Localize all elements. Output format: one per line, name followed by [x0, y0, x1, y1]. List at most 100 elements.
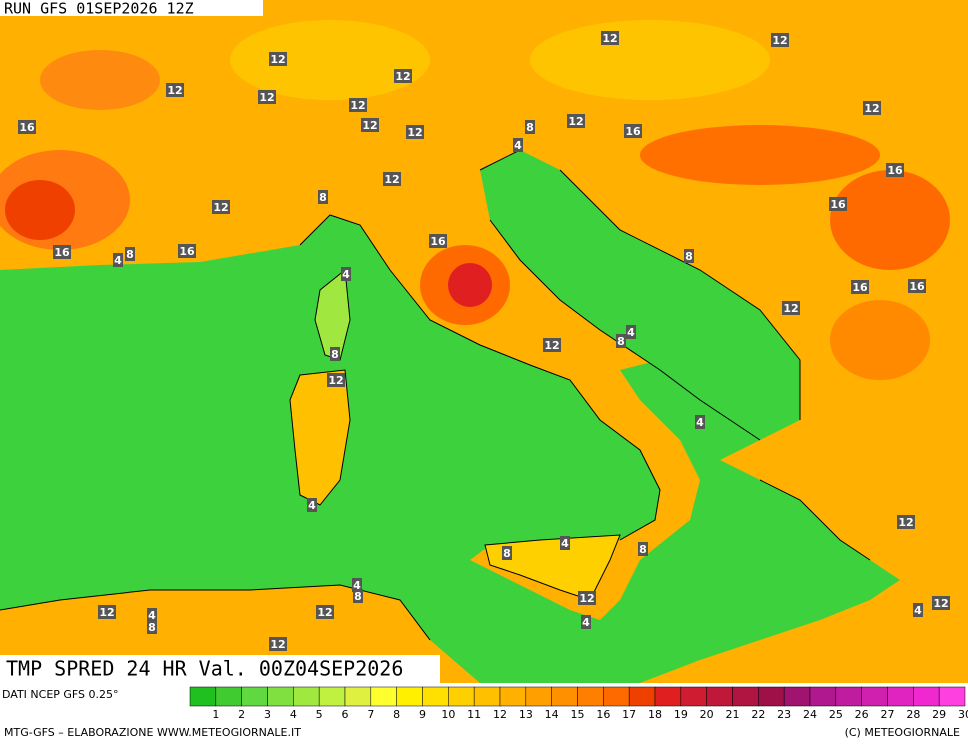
legend-label: 17 [622, 708, 636, 721]
contour-label: 4 [114, 254, 122, 267]
contour-label: 12 [898, 516, 913, 529]
contour-label-box [932, 596, 950, 610]
contour-label-box [98, 605, 116, 619]
contour-label-box [616, 334, 626, 348]
contour-label-box [624, 124, 642, 138]
legend-swatch [473, 686, 501, 707]
contour-label: 12 [933, 597, 948, 610]
run-label: RUN GFS 01SEP2026 12Z [4, 0, 194, 18]
legend-swatch [551, 686, 578, 707]
legend-label: 19 [674, 708, 688, 721]
italy-coast [299, 149, 761, 541]
contour-label: 12 [579, 592, 594, 605]
contour-label: 12 [213, 201, 228, 214]
legend-swatch [499, 686, 527, 707]
legend-swatch [422, 686, 449, 707]
contour-label: 4 [627, 326, 635, 339]
color-legend: 1 2 3 4 5 6 7 8 9 10 11 12 13 14 15 16 17 18 19 20 21 22 23 24 2… [189, 686, 968, 721]
contour-label-box [318, 190, 328, 204]
contour-label-box [383, 172, 401, 186]
contour-label: 12 [270, 53, 285, 66]
contour-label-box [361, 118, 379, 132]
contour-label: 12 [544, 339, 559, 352]
contour-label: 4 [696, 416, 704, 429]
contour-label-box [307, 498, 317, 512]
contour-label: 12 [772, 34, 787, 47]
legend-label: 13 [519, 708, 533, 721]
contour-label-box [269, 637, 287, 651]
contour-label-box [316, 605, 334, 619]
contour-label: 4 [353, 579, 361, 592]
legend-swatch [525, 686, 552, 707]
footer-left: MTG-GFS – ELABORAZIONE WWW.METEOGIORNALE… [4, 726, 301, 739]
legend-label: 30 [958, 708, 968, 721]
contour-label-box [349, 98, 367, 112]
legend-swatch [758, 686, 785, 707]
legend-label: 12 [493, 708, 507, 721]
legend-label: 7 [367, 708, 374, 721]
legend-swatch [706, 686, 733, 707]
contour-label: 8 [331, 348, 339, 361]
legend-swatch [603, 686, 630, 707]
contour-label: 12 [317, 606, 332, 619]
legend-label: 1 [212, 708, 219, 721]
contour-label-box [543, 338, 561, 352]
contour-label-box [513, 138, 523, 152]
contour-label: 4 [914, 604, 922, 617]
legend-label: 5 [316, 708, 323, 721]
contour-label-box [212, 200, 230, 214]
legend-label: 24 [803, 708, 817, 721]
contour-label: 12 [328, 374, 343, 387]
contour-label-box [429, 234, 447, 248]
contour-label: 12 [864, 102, 879, 115]
contour-label: 12 [99, 606, 114, 619]
contour-label: 16 [625, 125, 641, 138]
contour-label: 16 [852, 281, 868, 294]
legend-label: 29 [932, 708, 946, 721]
legend-label: 22 [751, 708, 765, 721]
contour-label: 4 [342, 268, 350, 281]
legend-swatch [189, 686, 217, 707]
legend-label: 23 [777, 708, 791, 721]
contour-label-box [353, 589, 363, 603]
legend-swatch [267, 686, 294, 707]
contour-label-box [352, 578, 362, 592]
contour-label: 16 [830, 198, 846, 211]
contour-label-box [125, 247, 135, 261]
contour-label: 12 [602, 32, 617, 45]
legend-swatch [887, 686, 914, 707]
contour-label-box [567, 114, 585, 128]
contour-label: 8 [319, 191, 327, 204]
contour-label-box [886, 163, 904, 177]
legend-swatch [448, 686, 475, 707]
sardinia [289, 369, 351, 506]
contour-label: 12 [350, 99, 365, 112]
legend-label: 10 [441, 708, 455, 721]
contour-label-box [147, 608, 157, 622]
legend-swatch [396, 686, 423, 707]
legend-swatch [654, 686, 682, 707]
contour-label-box [258, 90, 276, 104]
contour-label: 8 [526, 121, 534, 134]
legend-swatch [344, 686, 372, 707]
legend-label: 8 [393, 708, 400, 721]
legend-label: 28 [906, 708, 920, 721]
contour-label: 12 [259, 91, 274, 104]
legend-swatch [577, 686, 604, 707]
contour-label-box [897, 515, 915, 529]
contour-label-box [166, 83, 184, 97]
contour-label-box [829, 197, 847, 211]
contour-label: 12 [270, 638, 285, 651]
contour-label-box [782, 301, 800, 315]
contour-label-box [394, 69, 412, 83]
contour-label-box [578, 591, 596, 605]
legend-swatch [628, 686, 656, 707]
contour-label: 16 [430, 235, 446, 248]
contour-label-box [560, 536, 570, 550]
contour-label: 4 [561, 537, 569, 550]
contour-label-box [601, 31, 619, 45]
title-box [0, 655, 440, 683]
map-title: TMP SPRED 24 HR Val. 00Z04SEP2026 [6, 657, 403, 681]
contour-label-box [502, 546, 512, 560]
